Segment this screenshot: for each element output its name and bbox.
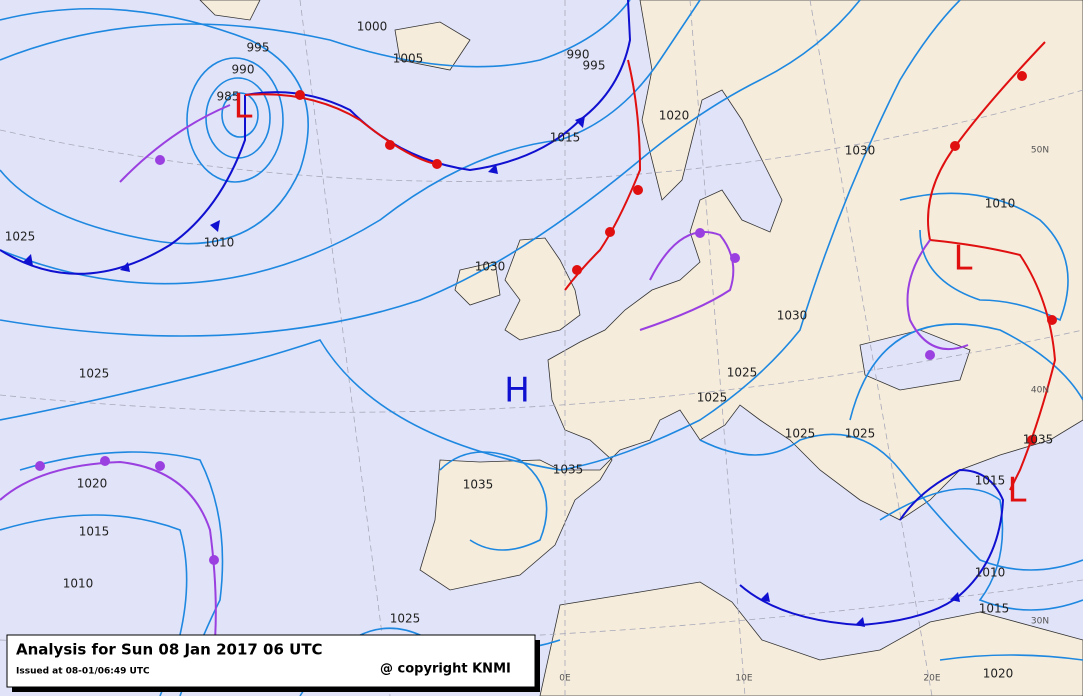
isobar-label: 1015 [550,131,581,145]
graticule-label: 50N [1031,146,1049,156]
isobar-label: 1035 [463,478,494,492]
pressure-center: L [1008,471,1027,511]
isobar-label: 1015 [975,474,1006,488]
isobar-label: 990 [567,48,590,62]
isobar-label: 1000 [357,20,388,34]
fronts [0,0,1057,641]
isobar-label: 1020 [77,477,108,491]
isobar-label: 1030 [845,144,876,158]
pressure-centers: L H L L [234,87,1027,511]
isobar-label: 1025 [5,230,36,244]
isobar-label: 1025 [390,612,421,626]
isobar-label: 1020 [659,109,690,123]
isobar-label: 1030 [777,309,808,323]
isobar-label: 1010 [63,577,94,591]
isobar-label: 1030 [475,260,506,274]
isobar-label: 990 [232,63,255,77]
pressure-center: L [954,239,973,279]
pressure-center: L [234,87,253,127]
graticule-label: 20E [923,674,940,684]
isobar-label: 1010 [204,236,235,250]
graticule-label: 10E [735,674,752,684]
isobar-label: 1025 [727,366,758,380]
copyright: @ copyright KNMI [380,662,511,677]
isobar-label: 1015 [979,602,1010,616]
isobar-label: 1020 [983,667,1014,681]
isobar-label: 1035 [553,463,584,477]
graticule-label: 0E [559,674,571,684]
graticule-label: 40N [1031,386,1049,396]
isobar-label: 1005 [393,52,424,66]
isobar-label: 1025 [79,367,110,381]
title-box [6,634,536,688]
isobar-label: 985 [217,90,240,104]
isobar-label: 1025 [697,391,728,405]
isobar-label: 1025 [845,427,876,441]
isobar-label: 1010 [985,197,1016,211]
graticule-label: 30N [1031,617,1049,627]
isobar-label: 1010 [975,566,1006,580]
isobar-label: 1025 [785,427,816,441]
title: Analysis for Sun 08 Jan 2017 06 UTC [16,641,323,659]
isobar-label: 995 [247,41,270,55]
graticule-labels: 50N 40N 30N 0E 10E 20E [559,146,1049,684]
issued-time: Issued at 08-01/06:49 UTC [16,667,150,677]
isobar-label: 995 [583,59,606,73]
land [199,0,1083,696]
isobar-label: 1015 [79,525,110,539]
pressure-center: H [504,371,530,411]
isobar-label: 1035 [1023,433,1054,447]
